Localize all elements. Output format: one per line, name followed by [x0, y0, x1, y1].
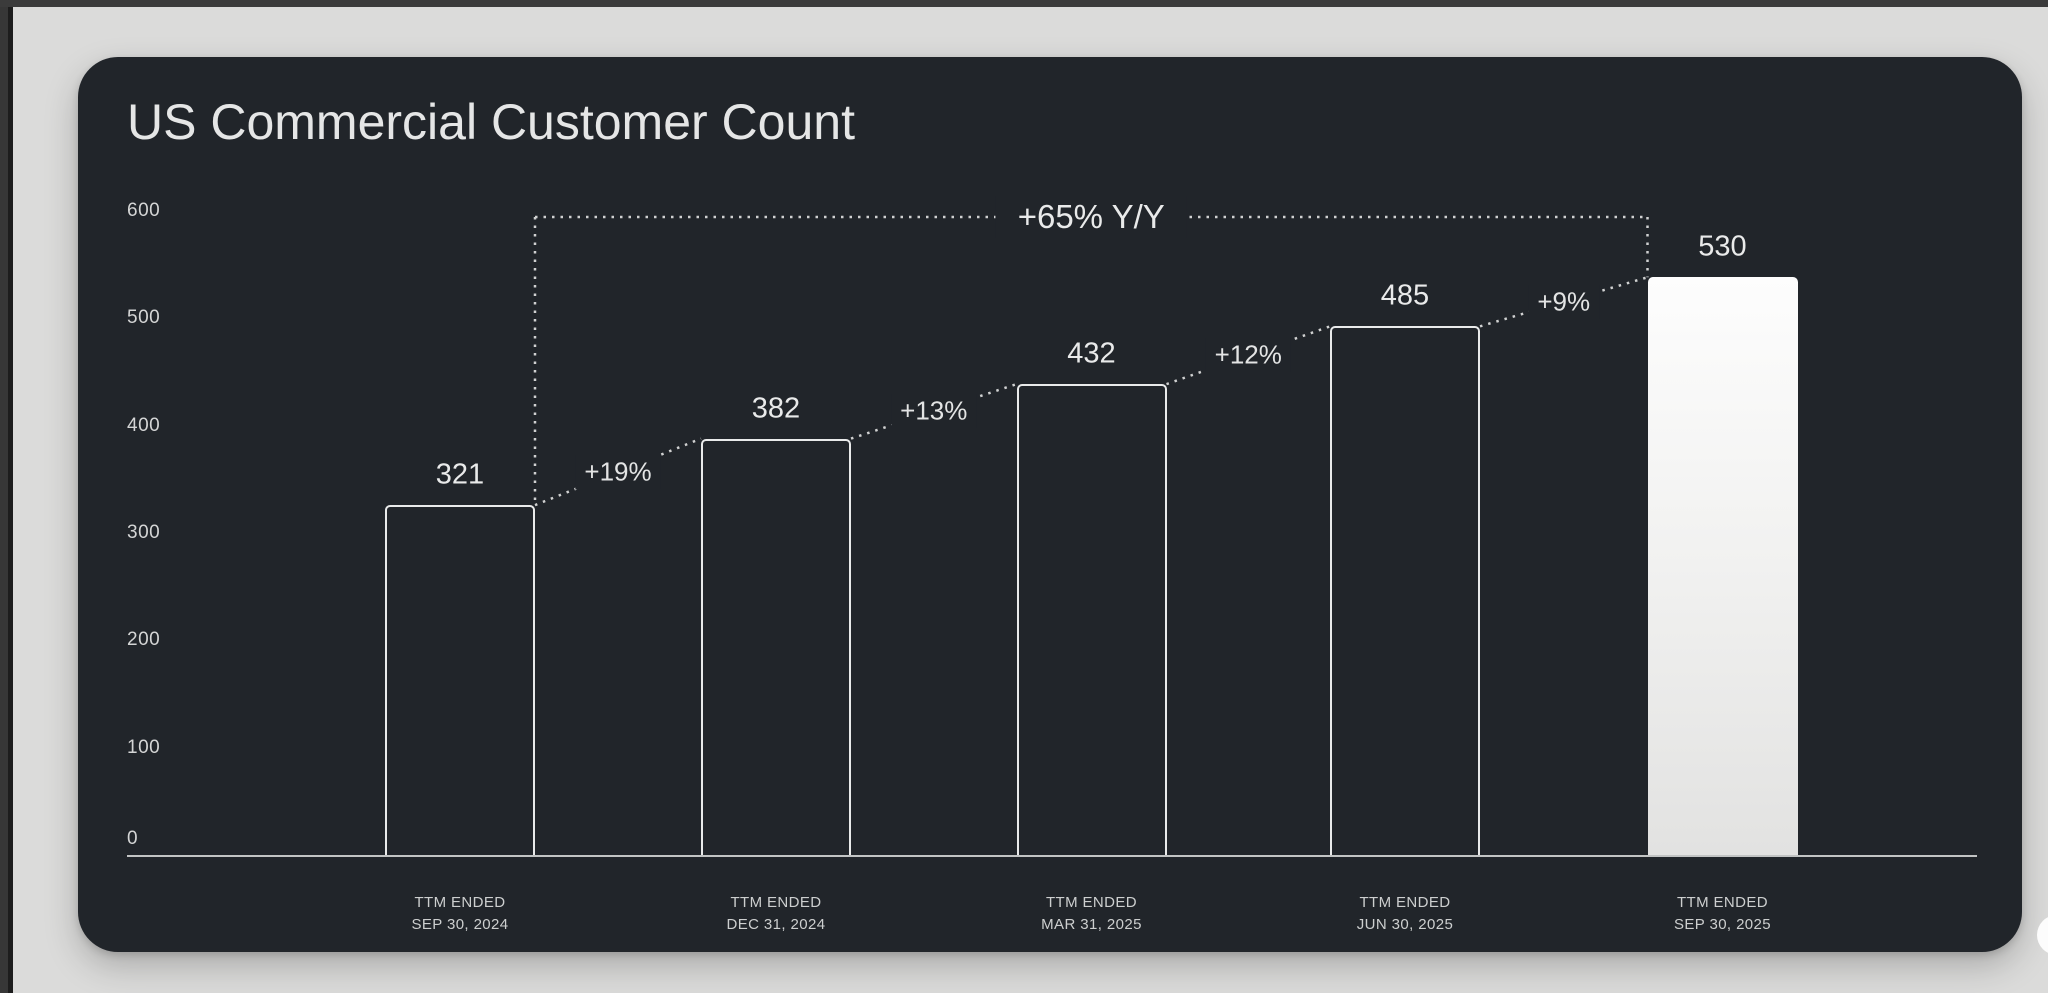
yoy-growth-label: +65% Y/Y	[995, 196, 1187, 238]
x-axis-category-label: TTM ENDED DEC 31, 2024	[726, 894, 826, 933]
window-left-strip	[0, 0, 8, 993]
floating-button-partial[interactable]	[2037, 915, 2048, 955]
y-axis-tick-label: 500	[127, 307, 161, 329]
y-axis-tick-label: 200	[127, 629, 161, 651]
growth-percent-label: +9%	[1528, 284, 1600, 320]
growth-percent-label: +12%	[1205, 337, 1291, 373]
x-axis-category-label: TTM ENDED SEP 30, 2025	[1673, 894, 1772, 933]
y-axis-tick-label: 600	[127, 200, 161, 222]
bar-value-label: 432	[1067, 337, 1116, 370]
bar-value-label: 485	[1380, 279, 1430, 312]
y-axis-tick-label: 100	[127, 736, 161, 758]
bar-value-label: 530	[1698, 230, 1747, 263]
x-axis-category-label: TTM ENDED JUN 30, 2025	[1356, 894, 1454, 933]
bar-value-label: 382	[751, 392, 801, 425]
window-top-strip	[0, 0, 2048, 7]
y-axis-tick-label: 0	[127, 828, 139, 849]
y-axis-tick-label: 400	[127, 414, 161, 436]
bar-highlighted	[1647, 277, 1798, 855]
x-axis-category-label: TTM ENDED SEP 30, 2024	[411, 894, 509, 933]
bar	[1016, 384, 1167, 855]
growth-percent-label: +13%	[891, 393, 977, 429]
chart-card: US Commercial Customer Count 0 100 200 300 4…	[78, 57, 2022, 952]
growth-percent-label: +19%	[575, 454, 661, 490]
bar	[701, 438, 851, 855]
chart-title: US Commercial Customer Count	[127, 94, 855, 150]
bar-value-label: 321	[435, 458, 485, 491]
bar	[385, 505, 535, 855]
bar	[1330, 326, 1480, 855]
x-axis-baseline	[127, 855, 1977, 857]
window-left-strip-line	[8, 0, 13, 993]
y-axis-tick-label: 300	[127, 522, 161, 543]
x-axis-category-label: TTM ENDED MAR 31, 2025	[1041, 894, 1142, 933]
